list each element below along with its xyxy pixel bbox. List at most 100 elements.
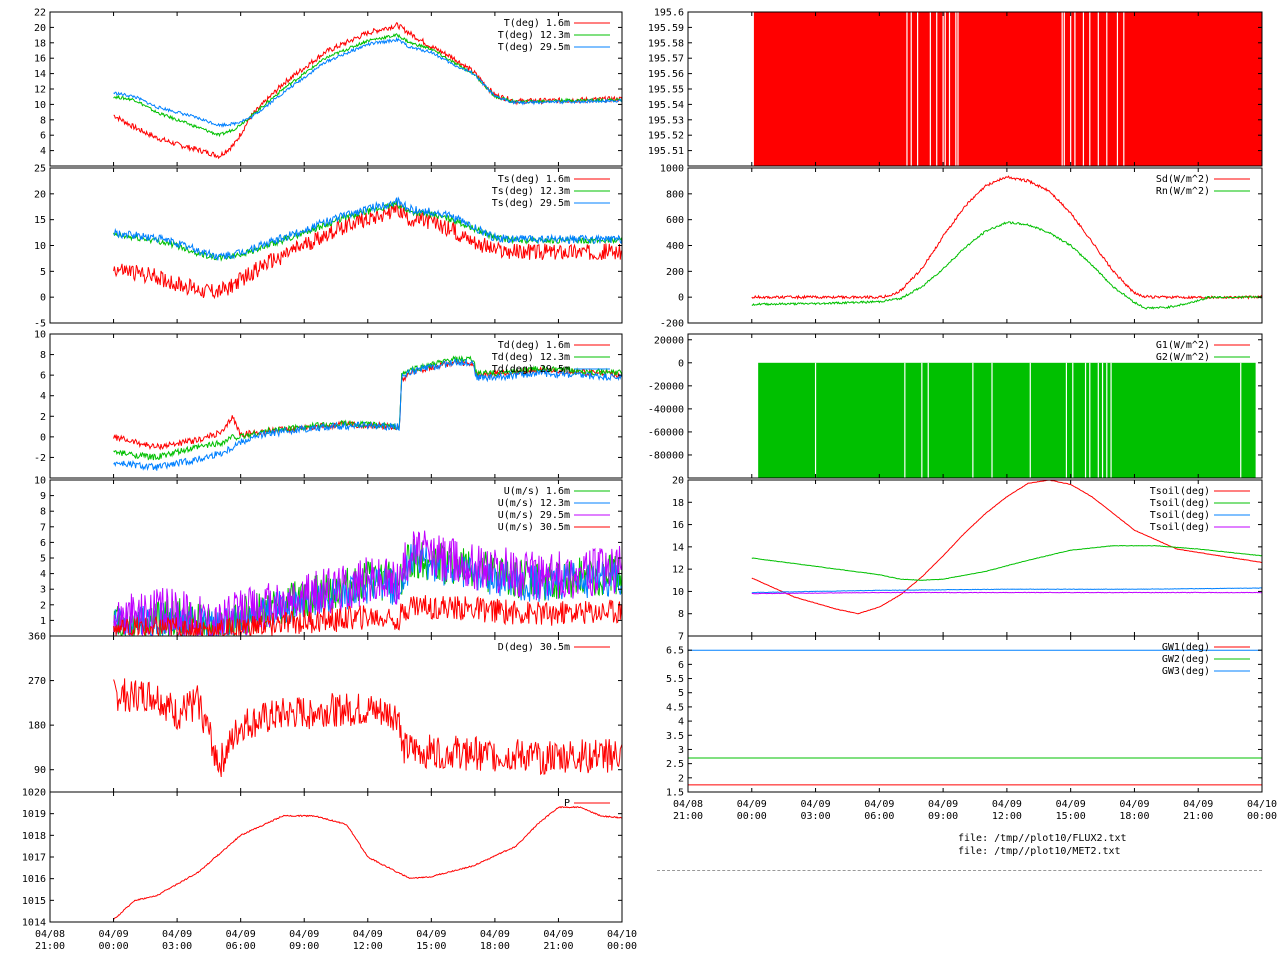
y-tick-label: 90 bbox=[34, 765, 46, 776]
x-date-label: 04/09 bbox=[864, 799, 894, 810]
y-tick-label: 6 bbox=[40, 371, 46, 382]
plot-area bbox=[113, 530, 622, 636]
y-tick-label: 0 bbox=[40, 432, 46, 443]
y-tick-label: 180 bbox=[28, 721, 46, 732]
y-tick-label: 10 bbox=[34, 100, 46, 111]
y-tick-label: 195.51 bbox=[648, 146, 684, 157]
y-tick-label: 1020 bbox=[22, 788, 46, 799]
x-time-label: 21:00 bbox=[673, 811, 703, 822]
x-time-label: 18:00 bbox=[480, 941, 510, 952]
legend-label: Td(deg) 29.5m bbox=[492, 364, 570, 375]
plot-area bbox=[113, 196, 622, 300]
legend-label: U(m/s) 12.3m bbox=[498, 498, 570, 509]
y-tick-label: -200 bbox=[660, 319, 684, 330]
y-tick-label: 8 bbox=[40, 350, 46, 361]
y-tick-label: 14 bbox=[672, 542, 684, 553]
series-line bbox=[113, 199, 622, 262]
y-tick-label: 200 bbox=[666, 267, 684, 278]
legend-label: Ts(deg) 29.5m bbox=[492, 198, 570, 209]
spike-fill bbox=[753, 12, 1262, 166]
spike-fill bbox=[758, 362, 1256, 478]
file-label-flux: file: /tmp//plot10/FLUX2.txt bbox=[958, 833, 1127, 844]
legend-label: Tsoil(deg) bbox=[1150, 510, 1210, 521]
y-tick-label: 14 bbox=[34, 69, 46, 80]
series-line bbox=[113, 36, 622, 128]
x-date-label: 04/09 bbox=[1119, 799, 1149, 810]
series-line bbox=[113, 805, 622, 920]
x-time-label: 00:00 bbox=[737, 811, 767, 822]
y-tick-label: 4 bbox=[678, 717, 684, 728]
series-line bbox=[751, 591, 1262, 595]
legend-label: G2(W/m^2) bbox=[1156, 352, 1210, 363]
y-tick-label: 3.5 bbox=[666, 731, 684, 742]
y-tick-label: 1016 bbox=[22, 874, 46, 885]
legend-label: Td(deg) 12.3m bbox=[492, 352, 570, 363]
y-tick-label: 6 bbox=[40, 538, 46, 549]
y-tick-label: 0 bbox=[40, 293, 46, 304]
y-tick-label: 7 bbox=[40, 522, 46, 533]
y-tick-label: 2.5 bbox=[666, 759, 684, 770]
legend-label: Ts(deg) 1.6m bbox=[498, 174, 570, 185]
legend-label: Td(deg) 1.6m bbox=[498, 340, 570, 351]
y-tick-label: 8 bbox=[40, 115, 46, 126]
y-tick-label: 10 bbox=[34, 241, 46, 252]
y-tick-label: 20 bbox=[34, 23, 46, 34]
y-tick-label: 16 bbox=[34, 54, 46, 65]
y-tick-label: 1018 bbox=[22, 831, 46, 842]
x-date-label: 04/10 bbox=[607, 929, 637, 940]
y-tick-label: 15 bbox=[34, 215, 46, 226]
x-date-label: 04/09 bbox=[737, 799, 767, 810]
y-tick-label: 195.56 bbox=[648, 69, 684, 80]
y-tick-label: 1015 bbox=[22, 896, 46, 907]
legend-label: Ts(deg) 12.3m bbox=[492, 186, 570, 197]
legend-label: T(deg) 12.3m bbox=[498, 30, 570, 41]
y-tick-label: -5 bbox=[34, 319, 46, 330]
plot-area bbox=[113, 355, 622, 472]
panel-ps: 195.51 195.52 195.53 195.54 195.55 195.56 195.… bbox=[648, 8, 1263, 167]
y-tick-label: 195.55 bbox=[648, 85, 684, 96]
file-list: file: /tmp//plot10/FLUX2.txt file: /tmp/… bbox=[958, 832, 1127, 858]
legend-label: G1(W/m^2) bbox=[1156, 340, 1210, 351]
x-time-label: 21:00 bbox=[35, 941, 65, 952]
x-date-label: 04/09 bbox=[1056, 799, 1086, 810]
panel-tsoil: 8101214161820Tsoil(deg)Tsoil(deg)Tsoil(d… bbox=[672, 476, 1263, 637]
x-date-label: 04/10 bbox=[1247, 799, 1277, 810]
y-tick-label: 12 bbox=[672, 565, 684, 576]
plot-area bbox=[751, 480, 1262, 615]
legend-label: Rn(W/m^2) bbox=[1156, 186, 1210, 197]
panel-frame bbox=[687, 333, 1263, 479]
y-tick-label: 195.52 bbox=[648, 131, 684, 142]
y-tick-label: 4.5 bbox=[666, 702, 684, 713]
y-tick-label: 1.5 bbox=[666, 788, 684, 799]
y-tick-label: 10 bbox=[34, 330, 46, 341]
legend-label: T(deg) 29.5m bbox=[498, 42, 570, 53]
series-line bbox=[113, 355, 622, 461]
y-tick-label: 18 bbox=[672, 498, 684, 509]
legend-label: U(m/s) 30.5m bbox=[498, 522, 570, 533]
panel-d: 90 180 270 360 D(deg) 30.5m bbox=[28, 632, 623, 793]
x-time-label: 06:00 bbox=[864, 811, 894, 822]
x-date-label: 04/09 bbox=[226, 929, 256, 940]
y-tick-label: 22 bbox=[34, 8, 46, 19]
x-time-label: 00:00 bbox=[1247, 811, 1277, 822]
plot-area bbox=[753, 12, 1262, 166]
y-tick-label: 18 bbox=[34, 38, 46, 49]
y-tick-label: 400 bbox=[666, 241, 684, 252]
y-tick-label: 2 bbox=[40, 600, 46, 611]
series-line bbox=[113, 595, 622, 636]
x-date-label: 04/09 bbox=[162, 929, 192, 940]
series-line bbox=[751, 480, 1262, 615]
y-tick-label: 1000 bbox=[660, 164, 684, 175]
x-date-label: 04/09 bbox=[480, 929, 510, 940]
plot-area bbox=[113, 805, 622, 920]
y-tick-label: 6 bbox=[678, 660, 684, 671]
y-tick-label: 8 bbox=[40, 507, 46, 518]
y-tick-label: 25 bbox=[34, 164, 46, 175]
series-line bbox=[113, 196, 622, 261]
series-line bbox=[113, 201, 622, 300]
x-time-label: 09:00 bbox=[928, 811, 958, 822]
y-tick-label: 800 bbox=[666, 189, 684, 200]
x-time-label: 06:00 bbox=[226, 941, 256, 952]
